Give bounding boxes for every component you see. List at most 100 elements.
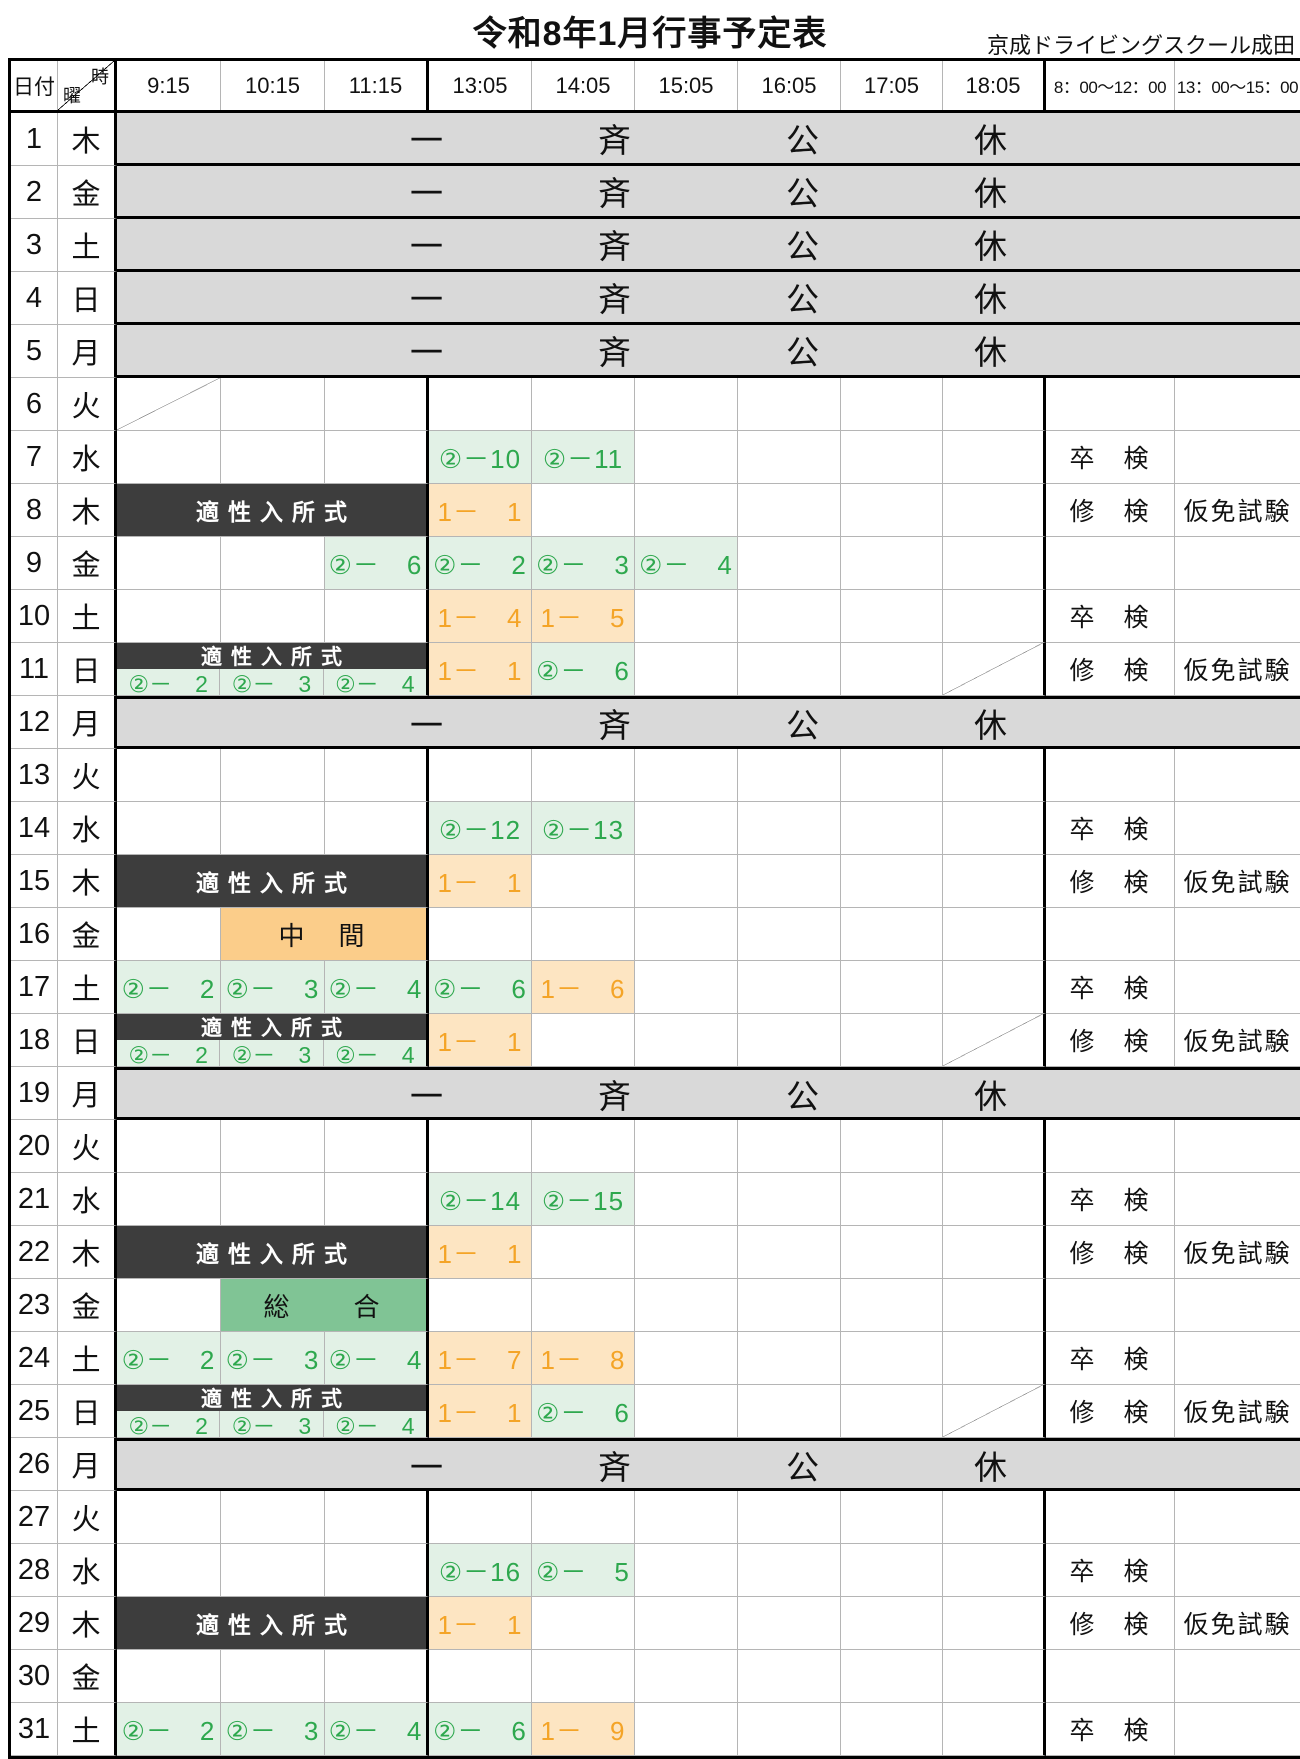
empty-cell	[841, 643, 943, 696]
exam-cell-empty	[1175, 908, 1300, 961]
lesson-cell: 1－ 8	[532, 1332, 635, 1385]
exam-cell-empty	[1175, 1279, 1300, 1332]
empty-cell	[429, 749, 532, 802]
empty-cell	[738, 1279, 841, 1332]
day-axis-label: 曜	[63, 86, 81, 106]
row-day-20: 20 火	[11, 1120, 1300, 1173]
empty-cell	[325, 1491, 429, 1544]
row-day-17: 17 土 ②－ 2 ②－ 3 ②－ 4 ②－ 6 1－ 6 卒 検	[11, 961, 1300, 1014]
empty-cell	[117, 749, 221, 802]
exam-cell-karimen: 仮免試験	[1175, 855, 1300, 908]
empty-cell	[841, 537, 943, 590]
empty-cell	[841, 1173, 943, 1226]
empty-cell	[325, 378, 429, 431]
lesson-subcell: ②－ 4	[323, 1411, 426, 1439]
holiday-char: 一	[410, 122, 443, 159]
empty-cell	[325, 1650, 429, 1703]
empty-cell	[738, 643, 841, 696]
empty-cell	[841, 484, 943, 537]
empty-cell	[221, 749, 325, 802]
day-cell: 金	[58, 537, 117, 590]
exam-cell-kentei: 修 検	[1046, 1226, 1175, 1279]
row-day-18: 18 日適性入所式 ②－ 2 ②－ 3 ②－ 4 1－ 1 修 検仮免試験	[11, 1014, 1300, 1068]
empty-cell	[221, 1650, 325, 1703]
lesson-cell: ②－ 2	[429, 537, 532, 590]
lesson-subcell: ②－ 2	[117, 1411, 221, 1439]
exam-cell-empty	[1046, 908, 1175, 961]
empty-cell	[943, 1703, 1046, 1756]
empty-cell	[325, 749, 429, 802]
row-day-24: 24 土 ②－ 2 ②－ 3 ②－ 4 1－ 7 1－ 8 卒 検	[11, 1332, 1300, 1385]
holiday-band: 一斉公休	[117, 272, 1300, 325]
empty-cell	[841, 1544, 943, 1597]
row-day-27: 27 火	[11, 1491, 1300, 1544]
row-day-19: 19 月 一 斉 公 休	[11, 1067, 1300, 1120]
lesson-cell: ②－ 6	[532, 1385, 635, 1438]
empty-cell	[325, 1173, 429, 1226]
holiday-char: 公	[786, 1077, 819, 1115]
date-cell: 30	[11, 1650, 58, 1703]
day-cell: 日	[58, 1014, 117, 1067]
exam-cell-karimen: 仮免試験	[1175, 1014, 1300, 1067]
empty-cell	[635, 1544, 738, 1597]
holiday-char: 斉	[598, 281, 631, 318]
row-day-16: 16 金 中 間	[11, 908, 1300, 961]
empty-cell	[532, 1597, 635, 1650]
date-cell: 3	[11, 219, 58, 272]
empty-cell	[325, 431, 429, 484]
empty-cell	[532, 855, 635, 908]
date-cell: 13	[11, 749, 58, 802]
lesson-cell: 1－ 6	[532, 961, 635, 1014]
date-cell: 10	[11, 590, 58, 643]
empty-cell	[943, 1332, 1046, 1385]
holiday-band: 一斉公休	[117, 325, 1300, 378]
holiday-char: 公	[786, 228, 819, 265]
exam-cell-empty	[1175, 1173, 1300, 1226]
lesson-cell: ②－11	[532, 431, 635, 484]
empty-cell	[635, 802, 738, 855]
date-cell: 31	[11, 1703, 58, 1756]
exam-cell-karimen: 仮免試験	[1175, 643, 1300, 696]
date-cell: 23	[11, 1279, 58, 1332]
date-cell: 2	[11, 166, 58, 219]
empty-cell	[532, 378, 635, 431]
empty-cell	[221, 378, 325, 431]
empty-cell-diagonal	[943, 643, 1046, 696]
exam-cell-kentei: 卒 検	[1046, 431, 1175, 484]
holiday-char: 休	[974, 1448, 1007, 1486]
empty-cell	[841, 1703, 943, 1756]
empty-cell	[635, 1703, 738, 1756]
day-cell: 水	[58, 1544, 117, 1597]
empty-cell	[325, 1544, 429, 1597]
day-cell: 木	[58, 484, 117, 537]
row-day-9: 9 金 ②－ 6 ②－ 2 ②－ 3 ②－ 4	[11, 537, 1300, 590]
holiday-char: 一	[410, 706, 443, 744]
date-cell: 19	[11, 1067, 58, 1120]
exam-cell-kentei: 卒 検	[1046, 1703, 1175, 1756]
lesson-cell: ②－ 4	[325, 961, 429, 1014]
empty-cell	[117, 1650, 221, 1703]
exam-cell-kentei: 修 検	[1046, 484, 1175, 537]
empty-cell	[532, 908, 635, 961]
empty-cell	[221, 431, 325, 484]
holiday-char: 公	[786, 122, 819, 159]
empty-cell	[841, 1491, 943, 1544]
empty-cell	[117, 1173, 221, 1226]
empty-cell	[221, 1173, 325, 1226]
holiday-char: 休	[974, 122, 1007, 159]
date-cell: 4	[11, 272, 58, 325]
holiday-band: 一斉公休	[117, 1438, 1300, 1491]
empty-cell	[221, 802, 325, 855]
holiday-char: 斉	[598, 1077, 631, 1115]
row-day-13: 13 火	[11, 749, 1300, 802]
empty-cell	[635, 484, 738, 537]
lesson-cell: 1－ 1	[429, 643, 532, 696]
empty-cell	[221, 590, 325, 643]
time-axis-label: 時	[91, 67, 109, 87]
empty-cell	[221, 1120, 325, 1173]
aptitude-ceremony-band: 適性入所式	[117, 643, 426, 669]
row-day-31: 31 土 ②－ 2 ②－ 3 ②－ 4 ②－ 6 1－ 9 卒 検	[11, 1703, 1300, 1756]
lesson-cell: ②－ 4	[325, 1332, 429, 1385]
